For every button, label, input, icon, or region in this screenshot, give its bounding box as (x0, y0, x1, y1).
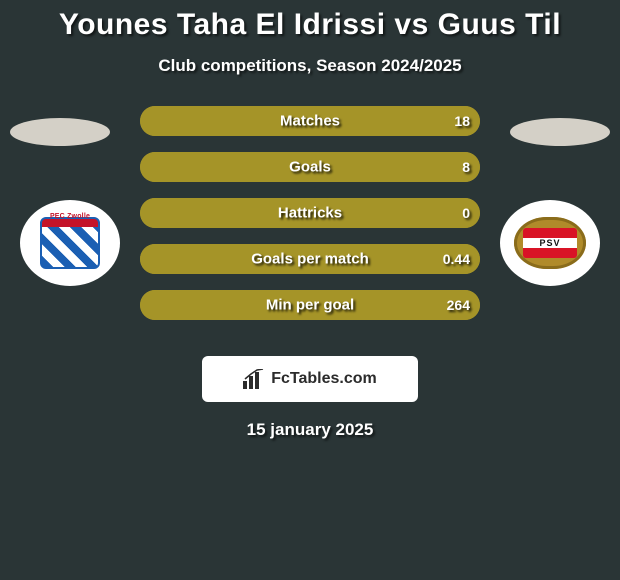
stat-label: Min per goal (266, 297, 354, 314)
stat-value-right: 8 (462, 159, 470, 175)
page-subtitle: Club competitions, Season 2024/2025 (0, 56, 620, 76)
stat-label: Goals (289, 159, 331, 176)
bar-chart-icon (243, 369, 265, 389)
stat-value-right: 264 (447, 297, 470, 313)
pec-zwolle-badge-icon: PEC Zwolle (31, 210, 109, 276)
stat-label: Hattricks (278, 205, 342, 222)
stat-value-right: 18 (454, 113, 470, 129)
stat-value-right: 0.44 (443, 251, 470, 267)
stat-bars: Matches 18 Goals 8 Hattricks 0 Goals per match… (140, 106, 480, 336)
brand-text: FcTables.com (271, 370, 377, 388)
stat-row: Hattricks 0 (140, 198, 480, 228)
psv-badge-icon: PSV (514, 217, 586, 269)
club-right-disc: PSV (500, 200, 600, 286)
club-left-disc: PEC Zwolle (20, 200, 120, 286)
brand-box: FcTables.com (202, 356, 418, 402)
stat-value-right: 0 (462, 205, 470, 221)
player-left-oval (10, 118, 110, 146)
date-text: 15 january 2025 (0, 420, 620, 440)
stat-label: Goals per match (251, 251, 369, 268)
stat-row: Goals 8 (140, 152, 480, 182)
stat-row: Matches 18 (140, 106, 480, 136)
stat-row: Min per goal 264 (140, 290, 480, 320)
psv-badge-text: PSV (539, 238, 560, 248)
comparison-stage: PEC Zwolle PSV Matches 18 Goals 8 Hattricks 0… (0, 106, 620, 346)
stat-row: Goals per match 0.44 (140, 244, 480, 274)
player-right-oval (510, 118, 610, 146)
stat-label: Matches (280, 113, 340, 130)
pec-zwolle-badge-text: PEC Zwolle (50, 213, 90, 220)
page-title: Younes Taha El Idrissi vs Guus Til (0, 0, 620, 42)
